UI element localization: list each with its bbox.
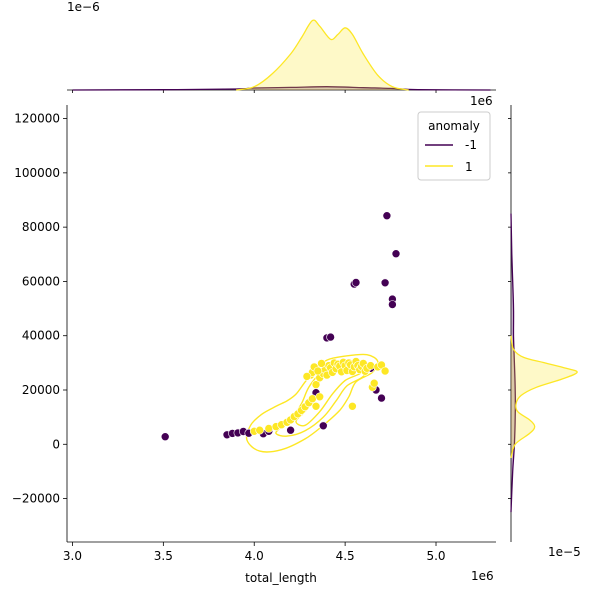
scatter-point-anomaly — [380, 278, 390, 288]
scatter-point-normal — [366, 361, 375, 370]
y-tick-label: 20000 — [22, 383, 60, 397]
scatter-point-normal — [313, 366, 323, 376]
scatter-point-anomaly — [318, 421, 328, 431]
x-axis-offset-label: 1e6 — [471, 569, 494, 583]
scatter-point-normal — [369, 378, 379, 388]
top-marginal-offset-label: 1e−6 — [67, 0, 100, 14]
x-tick-label: 4.0 — [245, 549, 264, 563]
legend-label-neg: -1 — [465, 138, 477, 152]
top-marginal-kde — [67, 19, 496, 93]
scatter-point-normal — [380, 366, 390, 376]
scatter-point-anomaly — [326, 332, 335, 342]
scatter-point-normal — [311, 401, 321, 411]
y-tick-label: −20000 — [12, 492, 60, 506]
x-axis-ticks: 3.0 3.5 4.0 4.5 5.0 — [63, 542, 446, 563]
right-marginal-offset-label: 1e−5 — [548, 545, 581, 559]
y-tick-label: 0 — [52, 437, 60, 451]
scatter-point-normal — [308, 394, 317, 404]
y-tick-label: 40000 — [22, 329, 60, 343]
top-kde-line-normal — [235, 19, 409, 91]
x-axis-offset-label-marginal: 1e6 — [470, 94, 493, 108]
scatter-point-normal — [255, 425, 265, 435]
scatter-point-normal — [311, 380, 321, 389]
y-tick-label: 120000 — [14, 112, 60, 126]
scatter-point-anomaly — [286, 425, 295, 435]
legend: anomaly -1 1 — [417, 111, 491, 181]
scatter-point-normal — [348, 401, 357, 411]
y-tick-label: 80000 — [22, 220, 60, 234]
x-axis-label: total_length — [245, 571, 317, 585]
scatter-points — [160, 211, 401, 442]
scatter-point-normal — [264, 424, 274, 433]
x-tick-label: 3.5 — [154, 549, 173, 563]
scatter-point-anomaly — [377, 393, 386, 403]
scatter-point-normal — [315, 392, 325, 402]
axes-spines — [66, 105, 496, 543]
legend-box — [417, 111, 491, 181]
kde-contour-line — [245, 353, 379, 453]
x-tick-label: 4.5 — [336, 549, 355, 563]
y-tick-label: 60000 — [22, 274, 60, 288]
main-scatter-axes: 3.0 3.5 4.0 4.5 5.0 −20000 0 20000 40000 60000 80… — [12, 105, 496, 563]
scatter-point-normal — [317, 359, 326, 368]
scatter-point-anomaly — [382, 211, 392, 220]
legend-label-pos: 1 — [465, 160, 473, 174]
right-kde-fill-normal — [511, 335, 578, 458]
legend-title: anomaly — [428, 119, 480, 133]
x-tick-label: 5.0 — [426, 549, 445, 563]
top-kde-fill-anomaly — [72, 86, 491, 90]
scatter-point-normal — [302, 372, 312, 381]
y-axis-ticks: −20000 0 20000 40000 60000 80000 100000 120000 — [12, 112, 67, 506]
scatter-point-anomaly — [351, 278, 361, 287]
right-marginal-kde — [508, 105, 578, 542]
x-tick-label: 3.0 — [63, 549, 82, 563]
right-kde-line-anomaly — [510, 213, 516, 513]
right-kde-line-normal — [510, 335, 578, 459]
scatter-point-anomaly — [160, 432, 170, 442]
scatter-point-anomaly — [388, 300, 397, 309]
y-tick-label: 100000 — [14, 166, 60, 180]
top-kde-fill-normal — [236, 20, 409, 90]
scatter-point-anomaly — [391, 249, 401, 258]
